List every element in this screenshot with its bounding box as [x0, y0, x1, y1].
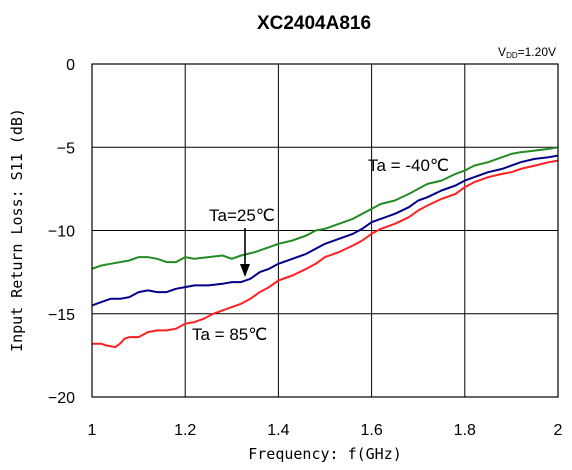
x-tick-label: 1.8	[454, 422, 476, 439]
annotation-ta-minus40: Ta = -40℃	[368, 156, 449, 175]
x-axis-label: Frequency: f(GHz)	[248, 445, 402, 463]
y-tick-labels: 0 −5 −10 −15 −20	[48, 57, 75, 407]
y-axis-label: Input Return Loss: S11 (dB)	[8, 108, 26, 352]
series-line-1	[91, 154, 559, 307]
y-tick-label: −15	[48, 307, 75, 324]
vdd-label: VDD=1.20V	[498, 45, 556, 60]
annotation-ta-85: Ta = 85℃	[192, 325, 267, 344]
grid-lines	[92, 64, 558, 397]
annotation-arrow-head	[240, 264, 250, 277]
y-tick-label: 0	[66, 57, 75, 74]
vdd-label-main: V	[498, 45, 506, 59]
x-tick-label: 1.4	[267, 422, 289, 439]
x-tick-label: 1.6	[360, 422, 382, 439]
chart-title: XC2404A816	[257, 13, 371, 34]
x-tick-label: 1.2	[174, 422, 196, 439]
y-tick-label: −20	[48, 390, 75, 407]
annotation-ta-25: Ta=25℃	[209, 206, 275, 225]
series-line-0	[91, 146, 559, 270]
x-tick-label: 1	[88, 422, 97, 439]
y-tick-label: −5	[57, 140, 75, 157]
plot-frame	[91, 63, 559, 398]
y-tick-label: −10	[48, 224, 75, 241]
series-line-2	[92, 159, 559, 349]
vdd-label-sub: DD	[506, 51, 518, 60]
x-tick-labels: 1 1.2 1.4 1.6 1.8 2	[88, 422, 563, 439]
x-tick-label: 2	[554, 422, 563, 439]
vdd-label-rest: =1.20V	[518, 45, 556, 59]
data-series	[91, 146, 559, 349]
